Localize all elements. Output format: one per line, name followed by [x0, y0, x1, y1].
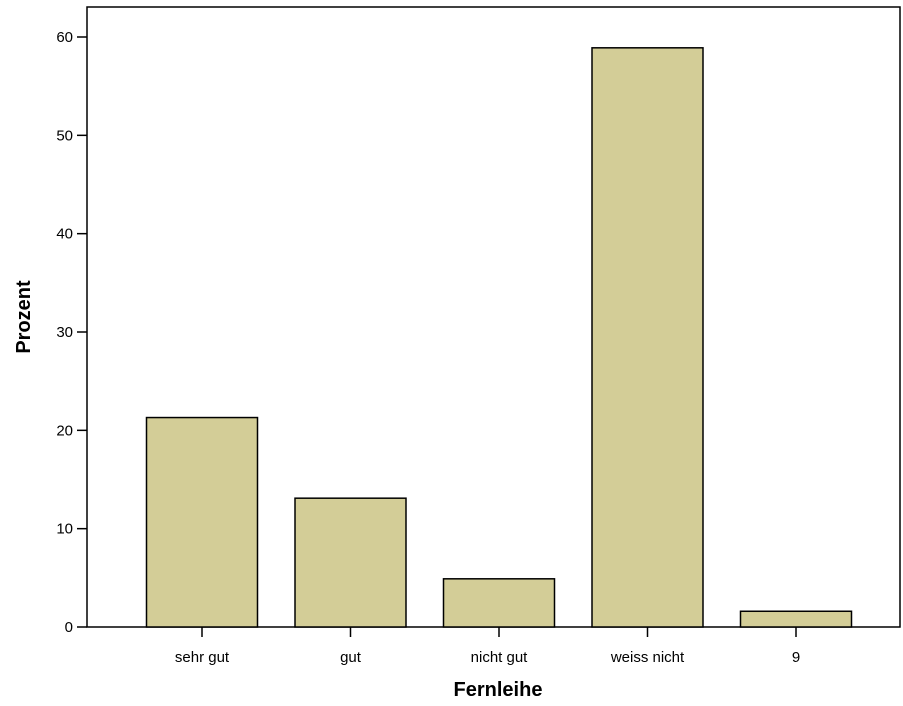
bar — [739, 610, 853, 628]
y-tick-label: 0 — [65, 619, 73, 636]
y-tick-label: 50 — [56, 127, 73, 144]
x-axis: sehr gut gut nicht gut weiss nicht 9 — [175, 627, 800, 666]
x-axis-title: Fernleihe — [454, 679, 543, 701]
y-tick-label: 40 — [56, 226, 73, 243]
x-tick-label: sehr gut — [175, 649, 230, 666]
bar — [442, 578, 556, 628]
y-axis-title: Prozent — [13, 280, 35, 354]
x-tick-label: gut — [340, 649, 362, 666]
y-tick-label: 20 — [56, 422, 73, 439]
bar — [591, 47, 704, 628]
bar — [294, 497, 407, 628]
bar — [145, 416, 259, 628]
y-tick-label: 60 — [56, 29, 73, 46]
y-axis: 0 10 20 30 40 50 60 — [56, 29, 87, 636]
y-tick-label: 30 — [56, 324, 73, 341]
x-tick-label: weiss nicht — [610, 649, 685, 666]
x-tick-label: nicht gut — [471, 649, 529, 666]
bars — [145, 47, 853, 628]
x-tick-label: 9 — [792, 649, 800, 666]
y-tick-label: 10 — [56, 521, 73, 538]
